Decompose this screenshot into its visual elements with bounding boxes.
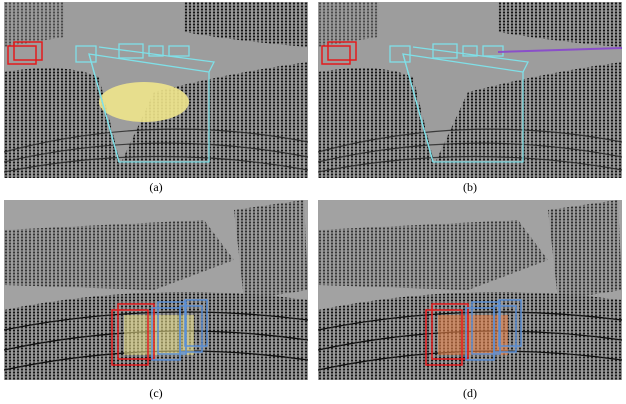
caption: (b) [463, 180, 477, 194]
caption: (c) [149, 386, 162, 400]
highlight [438, 315, 508, 355]
panel-b [318, 2, 622, 178]
figure: (a) (b) (c) (d) [0, 0, 626, 404]
point-cloud [318, 2, 622, 178]
panel-a [4, 2, 308, 178]
highlight [99, 82, 189, 122]
panel-d [318, 200, 622, 380]
page: {"panels": [{"caption": "(a)"}, {"captio… [0, 0, 626, 404]
panel-c [4, 200, 308, 380]
caption: (d) [463, 386, 477, 400]
caption: (a) [149, 180, 162, 194]
highlight [124, 315, 194, 355]
